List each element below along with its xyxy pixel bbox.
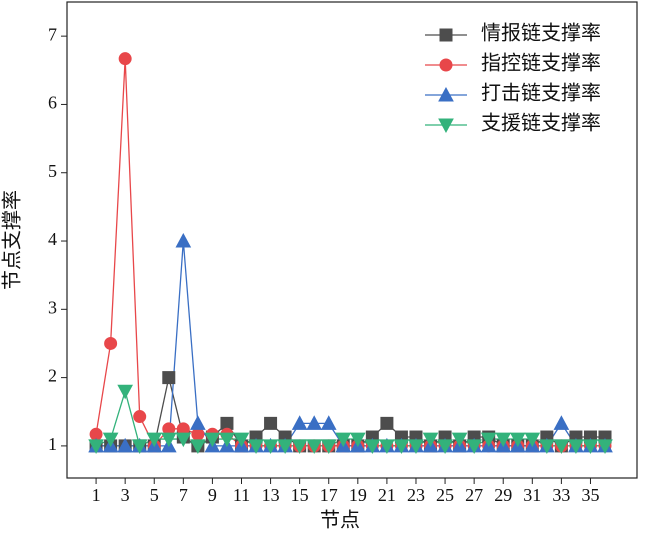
data-point [146,432,163,448]
data-point [117,384,134,400]
y-tick-label: 1 [48,434,57,454]
data-point [133,410,147,424]
legend-marker [439,58,453,72]
data-point [233,432,250,448]
data-point [88,439,104,454]
data-point [553,415,570,430]
data-point [175,232,192,248]
y-tick-label: 3 [48,297,57,317]
x-tick-label: 29 [494,485,512,505]
x-tick-label: 13 [262,485,280,505]
x-axis-label: 节点 [320,509,360,532]
data-point [335,432,352,448]
x-tick-label: 17 [320,485,338,505]
y-tick-label: 5 [48,161,57,181]
data-point [248,439,264,454]
data-point [495,432,512,448]
data-point [509,432,526,448]
legend-label: 打击链支撑率 [481,82,601,105]
data-point [568,439,584,454]
y-tick-label: 7 [48,24,57,44]
data-point [190,415,206,430]
x-tick-label: 9 [208,485,217,505]
data-point [175,432,192,448]
x-tick-label: 11 [233,485,250,505]
data-point [291,439,308,454]
x-tick-label: 15 [291,485,309,505]
data-point [364,439,381,454]
data-point [437,439,453,454]
y-tick-label: 2 [48,366,57,386]
data-point [320,415,337,430]
data-point [191,427,205,441]
data-point [524,432,541,448]
x-tick-label: 3 [121,485,130,505]
data-point [582,439,599,454]
data-point [162,371,176,385]
x-tick-label: 25 [436,485,454,505]
data-point [262,439,279,454]
data-point [553,439,570,454]
data-point [597,439,613,454]
y-tick-label: 4 [48,229,57,249]
data-point [380,416,394,430]
series-line [96,240,606,447]
legend-marker [438,118,454,134]
data-point [220,416,234,430]
x-tick-label: 5 [150,485,159,505]
data-point [422,432,439,448]
data-point [104,336,118,350]
data-point [320,439,337,454]
legend-label: 情报链支撑率 [481,22,601,45]
x-tick-label: 21 [378,485,396,505]
data-point [480,432,497,448]
data-point [451,432,468,448]
x-tick-label: 1 [92,485,101,505]
x-tick-label: 27 [465,485,483,505]
data-point [131,439,148,454]
x-tick-label: 23 [407,485,425,505]
x-tick-label: 35 [581,485,599,505]
plot-frame [66,1,638,479]
data-point [379,439,395,454]
data-point [219,432,235,448]
data-point [160,432,177,448]
x-tick-label: 31 [523,485,541,505]
data-point [306,415,323,430]
legend-label: 支援链支撑率 [481,112,601,135]
data-point [277,439,293,454]
legend-marker [439,28,453,42]
data-point [349,432,366,448]
data-point [291,415,308,430]
legend-label: 指控链支撑率 [481,52,601,75]
y-axis-label: 节点支撑率 [1,190,24,290]
y-tick-label: 6 [48,93,57,113]
x-tick-label: 19 [349,485,367,505]
data-point [118,52,132,66]
data-point [393,439,410,454]
data-point [117,437,134,453]
x-tick-label: 7 [179,485,188,505]
data-point [190,439,206,454]
data-point [102,432,119,448]
data-point [306,439,323,454]
data-point [204,432,221,448]
data-point [264,416,278,430]
x-tick-label: 33 [552,485,570,505]
data-point [539,439,555,454]
data-point [408,439,424,454]
data-point [466,439,482,454]
legend-marker [438,86,454,102]
